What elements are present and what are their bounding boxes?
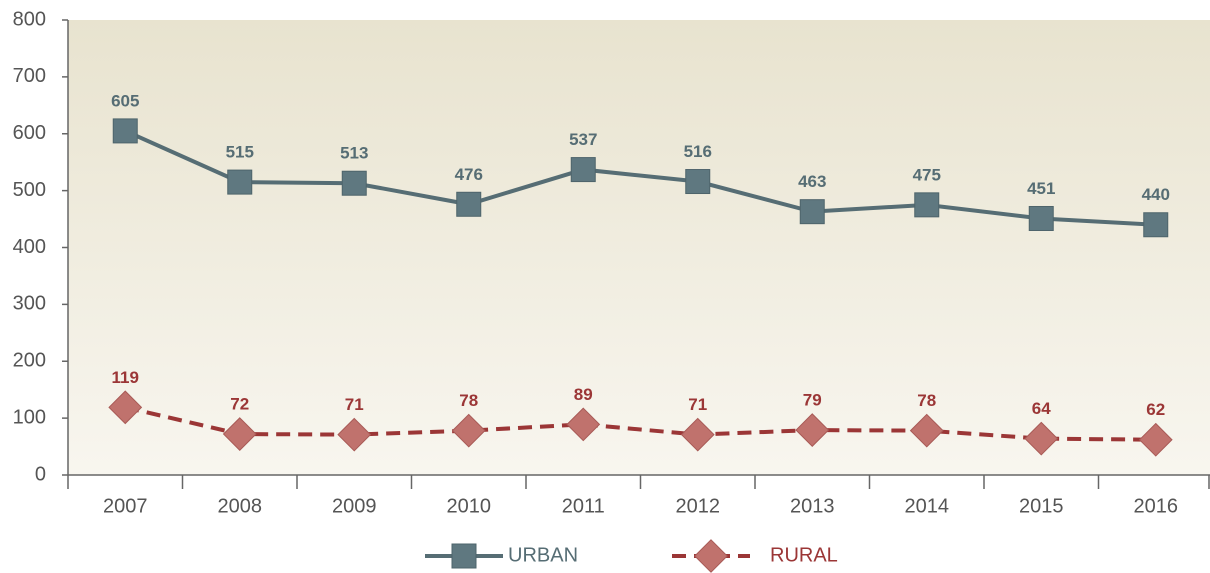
x-tick-label: 2015 [1019,495,1064,517]
data-label: 79 [803,391,822,410]
data-point [456,191,482,217]
data-point [570,157,596,183]
legend-label: URBAN [508,544,578,566]
data-label: 516 [684,142,712,161]
data-label: 119 [112,368,139,387]
x-tick-label: 2013 [790,495,835,517]
data-point [1138,422,1173,457]
legend-marker [694,539,728,573]
series-line [124,405,1156,442]
data-label: 71 [688,395,707,414]
x-tick-label: 2007 [103,495,148,517]
series-line [124,129,1156,227]
data-point [799,199,825,225]
data-point [685,169,711,195]
data-point [795,413,830,447]
y-tick-label: 800 [13,8,46,30]
data-point [222,417,257,451]
data-point [1024,421,1059,456]
data-label: 89 [574,385,593,404]
x-tick-label: 2010 [447,495,492,517]
data-label: 71 [345,395,364,414]
data-label: 72 [230,395,249,414]
data-label: 440 [1142,185,1170,204]
x-tick-label: 2009 [332,495,377,517]
data-label: 78 [917,391,936,410]
plot-background [68,20,1210,475]
data-label: 476 [455,165,483,184]
data-label: 451 [1027,179,1055,198]
data-point [341,170,367,196]
data-point [227,169,253,195]
data-point [112,118,138,144]
data-point [914,192,940,218]
x-tick-label: 2008 [218,495,263,517]
data-label: 475 [913,165,941,184]
data-label: 515 [226,143,254,162]
y-tick-label: 700 [13,65,46,87]
x-tick-label: 2012 [676,495,721,517]
y-tick-label: 300 [13,293,46,315]
data-point [1143,212,1169,238]
y-tick-label: 500 [13,179,46,201]
data-label: 537 [569,130,597,149]
legend-label: RURAL [770,544,838,566]
y-tick-label: 400 [13,236,46,258]
data-point [108,390,143,425]
data-label: 605 [111,91,139,110]
data-point [909,413,944,448]
x-tick-label: 2011 [562,495,605,517]
x-tick-label: 2016 [1134,495,1179,517]
x-tick-label: 2014 [905,495,950,517]
data-label: 78 [459,391,478,410]
legend-marker [451,543,477,569]
data-point [566,407,601,442]
data-point [337,417,372,452]
y-tick-label: 600 [13,122,46,144]
data-point [1028,205,1054,231]
data-label: 513 [340,144,368,163]
data-point [451,413,486,448]
y-tick-label: 0 [35,463,46,485]
y-tick-label: 100 [13,406,46,428]
data-label: 64 [1032,399,1051,418]
y-tick-label: 200 [13,350,46,372]
data-point [680,417,715,452]
data-label: 463 [798,172,826,191]
data-label: 62 [1146,400,1165,419]
